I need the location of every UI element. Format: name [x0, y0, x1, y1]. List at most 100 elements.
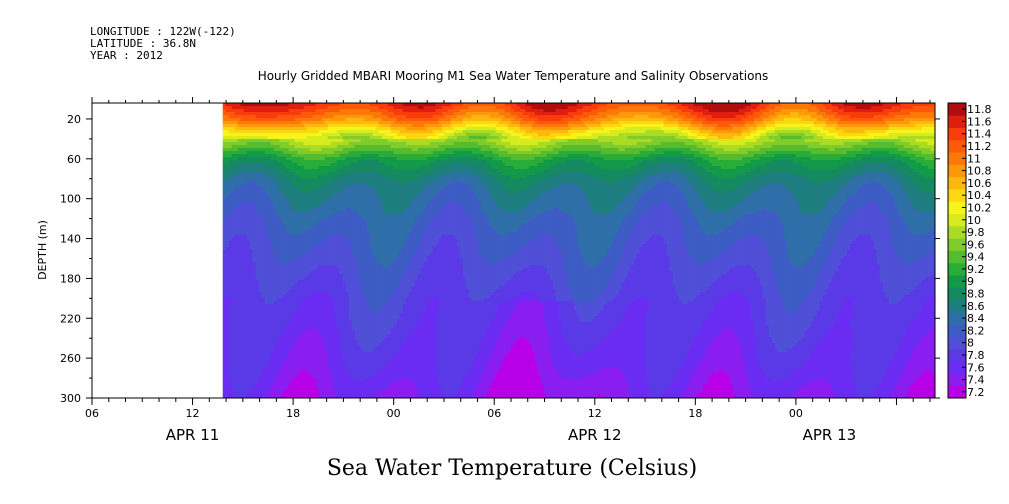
- heatmap-cell: [288, 373, 293, 377]
- heatmap-cell: [279, 181, 284, 185]
- heatmap-cell: [297, 232, 302, 236]
- heatmap-cell: [351, 277, 356, 281]
- heatmap-cell: [336, 196, 341, 200]
- heatmap-cell: [255, 265, 260, 269]
- heatmap-cell: [315, 313, 320, 317]
- heatmap-cell: [225, 316, 230, 320]
- heatmap-cell: [258, 181, 263, 185]
- heatmap-cell: [333, 373, 338, 377]
- heatmap-cell: [354, 112, 359, 116]
- heatmap-cell: [345, 214, 350, 218]
- heatmap-cell: [357, 250, 362, 254]
- heatmap-cell: [333, 313, 338, 317]
- heatmap-cell: [291, 244, 296, 248]
- heatmap-cell: [369, 310, 374, 314]
- heatmap-cell: [285, 340, 290, 344]
- heatmap-cell: [297, 349, 302, 353]
- heatmap-cell: [234, 253, 239, 257]
- heatmap-cell: [366, 274, 371, 278]
- heatmap-cell: [297, 202, 302, 206]
- heatmap-cell: [261, 301, 266, 305]
- heatmap-cell: [282, 196, 287, 200]
- heatmap-cell: [276, 241, 281, 245]
- heatmap-cell: [249, 253, 254, 257]
- heatmap-cell: [303, 106, 308, 110]
- heatmap-cell: [222, 178, 227, 182]
- heatmap-cell: [300, 142, 305, 146]
- heatmap-cell: [231, 253, 236, 257]
- heatmap-cell: [249, 361, 254, 365]
- heatmap-cell: [312, 349, 317, 353]
- heatmap-cell: [234, 265, 239, 269]
- heatmap-cell: [237, 163, 242, 167]
- heatmap-cell: [261, 109, 266, 113]
- heatmap-cell: [258, 325, 263, 329]
- heatmap-cell: [366, 160, 371, 164]
- heatmap-cell: [357, 331, 362, 335]
- heatmap-cell: [339, 145, 344, 149]
- heatmap-cell: [285, 385, 290, 389]
- heatmap-cell: [345, 373, 350, 377]
- heatmap-cell: [327, 172, 332, 176]
- heatmap-cell: [279, 148, 284, 152]
- heatmap-cell: [279, 208, 284, 212]
- heatmap-cell: [255, 220, 260, 224]
- heatmap-cell: [312, 283, 317, 287]
- heatmap-cell: [336, 241, 341, 245]
- heatmap-cell: [234, 373, 239, 377]
- heatmap-cell: [282, 283, 287, 287]
- heatmap-cell: [276, 265, 281, 269]
- heatmap-cell: [225, 268, 230, 272]
- heatmap-cell: [324, 274, 329, 278]
- heatmap-cell: [330, 229, 335, 233]
- heatmap-cell: [318, 307, 323, 311]
- heatmap-cell: [357, 391, 362, 395]
- heatmap-cell: [309, 133, 314, 137]
- heatmap-cell: [369, 379, 374, 383]
- heatmap-cell: [288, 265, 293, 269]
- heatmap-cell: [327, 133, 332, 137]
- heatmap-cell: [351, 229, 356, 233]
- heatmap-cell: [267, 232, 272, 236]
- heatmap-cell: [234, 274, 239, 278]
- heatmap-cell: [339, 103, 344, 107]
- heatmap-cell: [321, 334, 326, 338]
- heatmap-cell: [237, 220, 242, 224]
- heatmap-cell: [255, 349, 260, 353]
- heatmap-cell: [255, 232, 260, 236]
- heatmap-cell: [327, 265, 332, 269]
- heatmap-cell: [333, 316, 338, 320]
- heatmap-cell: [327, 325, 332, 329]
- heatmap-cell: [240, 136, 245, 140]
- heatmap-cell: [222, 106, 227, 110]
- heatmap-cell: [366, 244, 371, 248]
- heatmap-cell: [330, 325, 335, 329]
- heatmap-cell: [228, 112, 233, 116]
- heatmap-cell: [324, 388, 329, 392]
- heatmap-cell: [246, 208, 251, 212]
- heatmap-cell: [255, 295, 260, 299]
- heatmap-cell: [234, 142, 239, 146]
- heatmap-cell: [258, 226, 263, 230]
- heatmap-cell: [345, 355, 350, 359]
- heatmap-cell: [231, 124, 236, 128]
- heatmap-cell: [297, 340, 302, 344]
- heatmap-cell: [246, 262, 251, 266]
- heatmap-cell: [285, 244, 290, 248]
- heatmap-cell: [270, 394, 275, 398]
- heatmap-cell: [342, 334, 347, 338]
- heatmap-cell: [333, 388, 338, 392]
- heatmap-cell: [306, 331, 311, 335]
- heatmap-cell: [318, 379, 323, 383]
- heatmap-cell: [339, 298, 344, 302]
- heatmap-cell: [252, 130, 257, 134]
- heatmap-cell: [312, 184, 317, 188]
- heatmap-cell: [261, 175, 266, 179]
- heatmap-cell: [369, 367, 374, 371]
- heatmap-cell: [324, 196, 329, 200]
- heatmap-cell: [222, 379, 227, 383]
- heatmap-cell: [306, 304, 311, 308]
- heatmap-cell: [339, 289, 344, 293]
- heatmap-cell: [225, 280, 230, 284]
- heatmap-cell: [366, 235, 371, 239]
